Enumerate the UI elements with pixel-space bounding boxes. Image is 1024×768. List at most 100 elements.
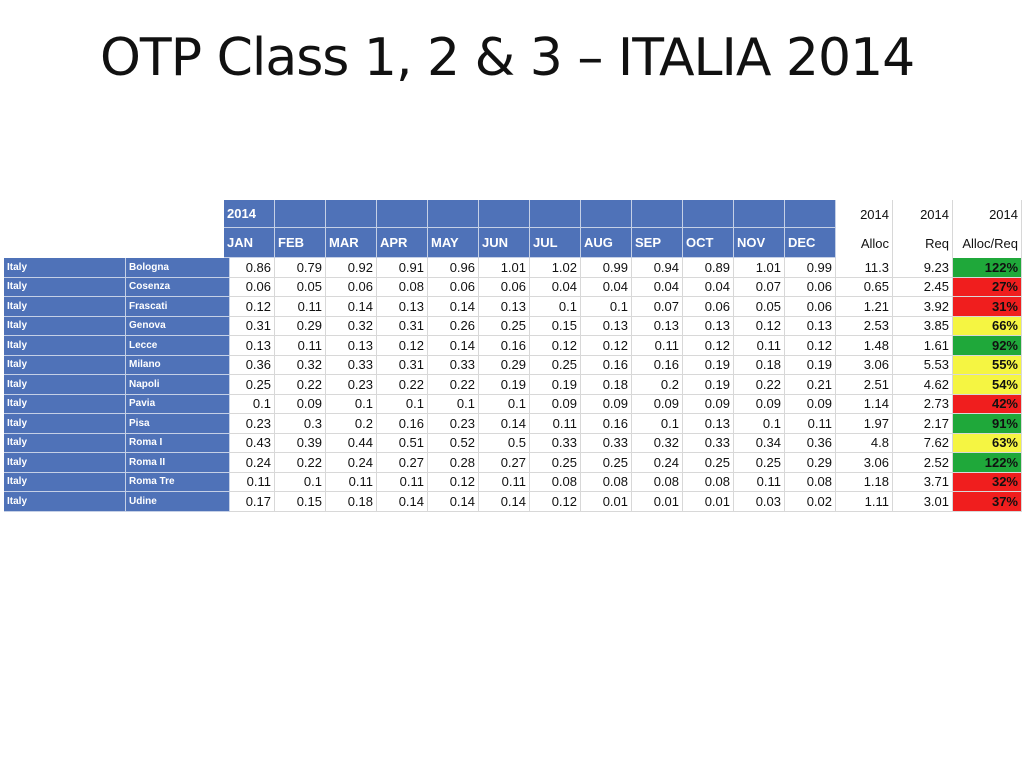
month-value: 0.12 (734, 316, 785, 336)
alloc-value: 4.8 (836, 433, 893, 453)
month-value: 0.19 (479, 375, 530, 395)
month-header: OCT (683, 228, 734, 258)
month-value: 0.14 (428, 336, 479, 356)
country-cell: Italy (4, 414, 126, 434)
month-value: 0.18 (734, 355, 785, 375)
month-value: 0.15 (530, 316, 581, 336)
month-value: 0.24 (326, 453, 377, 473)
month-value: 0.09 (275, 394, 326, 414)
month-value: 0.1 (230, 394, 275, 414)
month-value: 0.25 (530, 355, 581, 375)
month-value: 0.12 (683, 336, 734, 356)
month-value: 0.99 (581, 258, 632, 278)
month-value: 0.11 (734, 472, 785, 492)
month-value: 0.24 (230, 453, 275, 473)
alloc-value: 1.97 (836, 414, 893, 434)
total-header: Alloc (836, 228, 893, 258)
ratio-value: 31% (953, 297, 1022, 317)
total-header: Alloc/Req (953, 228, 1022, 258)
month-value: 0.09 (785, 394, 836, 414)
month-header: MAR (326, 228, 377, 258)
slide-title: OTP Class 1, 2 & 3 – ITALIA 2014 (100, 28, 915, 88)
month-value: 0.13 (230, 336, 275, 356)
country-cell: Italy (4, 316, 126, 336)
month-value: 0.09 (683, 394, 734, 414)
month-value: 0.94 (632, 258, 683, 278)
ratio-value: 54% (953, 375, 1022, 395)
month-value: 0.22 (428, 375, 479, 395)
ratio-value: 91% (953, 414, 1022, 434)
ratio-value: 122% (953, 453, 1022, 473)
month-value: 0.06 (785, 297, 836, 317)
month-value: 0.1 (581, 297, 632, 317)
month-value: 0.11 (785, 414, 836, 434)
header-year-cell (479, 200, 530, 228)
month-value: 0.13 (377, 297, 428, 317)
month-value: 0.22 (734, 375, 785, 395)
month-value: 0.99 (785, 258, 836, 278)
alloc-value: 3.06 (836, 453, 893, 473)
req-value: 3.71 (893, 472, 953, 492)
country-cell: Italy (4, 297, 126, 317)
header-year-cell (581, 200, 632, 228)
month-value: 0.3 (275, 414, 326, 434)
month-value: 0.09 (632, 394, 683, 414)
alloc-value: 11.3 (836, 258, 893, 278)
month-value: 0.11 (530, 414, 581, 434)
month-value: 0.13 (683, 316, 734, 336)
req-value: 2.17 (893, 414, 953, 434)
month-value: 0.02 (785, 492, 836, 512)
month-value: 0.2 (326, 414, 377, 434)
month-value: 0.09 (581, 394, 632, 414)
country-cell: Italy (4, 472, 126, 492)
month-value: 0.1 (428, 394, 479, 414)
city-cell: Genova (126, 316, 230, 336)
country-cell: Italy (4, 453, 126, 473)
month-value: 0.04 (632, 277, 683, 297)
month-value: 0.89 (683, 258, 734, 278)
ratio-value: 37% (953, 492, 1022, 512)
month-value: 0.29 (479, 355, 530, 375)
month-value: 0.08 (530, 472, 581, 492)
month-value: 0.12 (530, 492, 581, 512)
month-value: 0.1 (275, 472, 326, 492)
country-cell: Italy (4, 277, 126, 297)
month-value: 0.33 (326, 355, 377, 375)
alloc-value: 3.06 (836, 355, 893, 375)
month-value: 0.16 (377, 414, 428, 434)
month-value: 0.12 (785, 336, 836, 356)
month-value: 0.12 (428, 472, 479, 492)
month-value: 0.24 (632, 453, 683, 473)
month-header: AUG (581, 228, 632, 258)
city-cell: Frascati (126, 297, 230, 317)
month-value: 0.04 (581, 277, 632, 297)
month-value: 0.08 (683, 472, 734, 492)
month-header: NOV (734, 228, 785, 258)
month-value: 0.25 (479, 316, 530, 336)
ratio-value: 122% (953, 258, 1022, 278)
month-value: 0.33 (428, 355, 479, 375)
ratio-value: 66% (953, 316, 1022, 336)
month-header: JUL (530, 228, 581, 258)
month-value: 0.33 (530, 433, 581, 453)
month-value: 0.11 (275, 297, 326, 317)
month-value: 0.06 (428, 277, 479, 297)
month-value: 0.14 (479, 492, 530, 512)
month-value: 0.25 (530, 453, 581, 473)
month-value: 0.18 (581, 375, 632, 395)
req-value: 9.23 (893, 258, 953, 278)
month-value: 0.06 (326, 277, 377, 297)
total-year-header: 2014 (953, 200, 1022, 228)
month-value: 0.23 (230, 414, 275, 434)
month-value: 0.08 (377, 277, 428, 297)
month-value: 0.01 (683, 492, 734, 512)
country-cell: Italy (4, 336, 126, 356)
month-value: 0.25 (230, 375, 275, 395)
month-value: 0.96 (428, 258, 479, 278)
ratio-value: 55% (953, 355, 1022, 375)
month-value: 0.13 (479, 297, 530, 317)
city-cell: Roma Tre (126, 472, 230, 492)
month-value: 0.13 (683, 414, 734, 434)
month-value: 0.31 (377, 316, 428, 336)
